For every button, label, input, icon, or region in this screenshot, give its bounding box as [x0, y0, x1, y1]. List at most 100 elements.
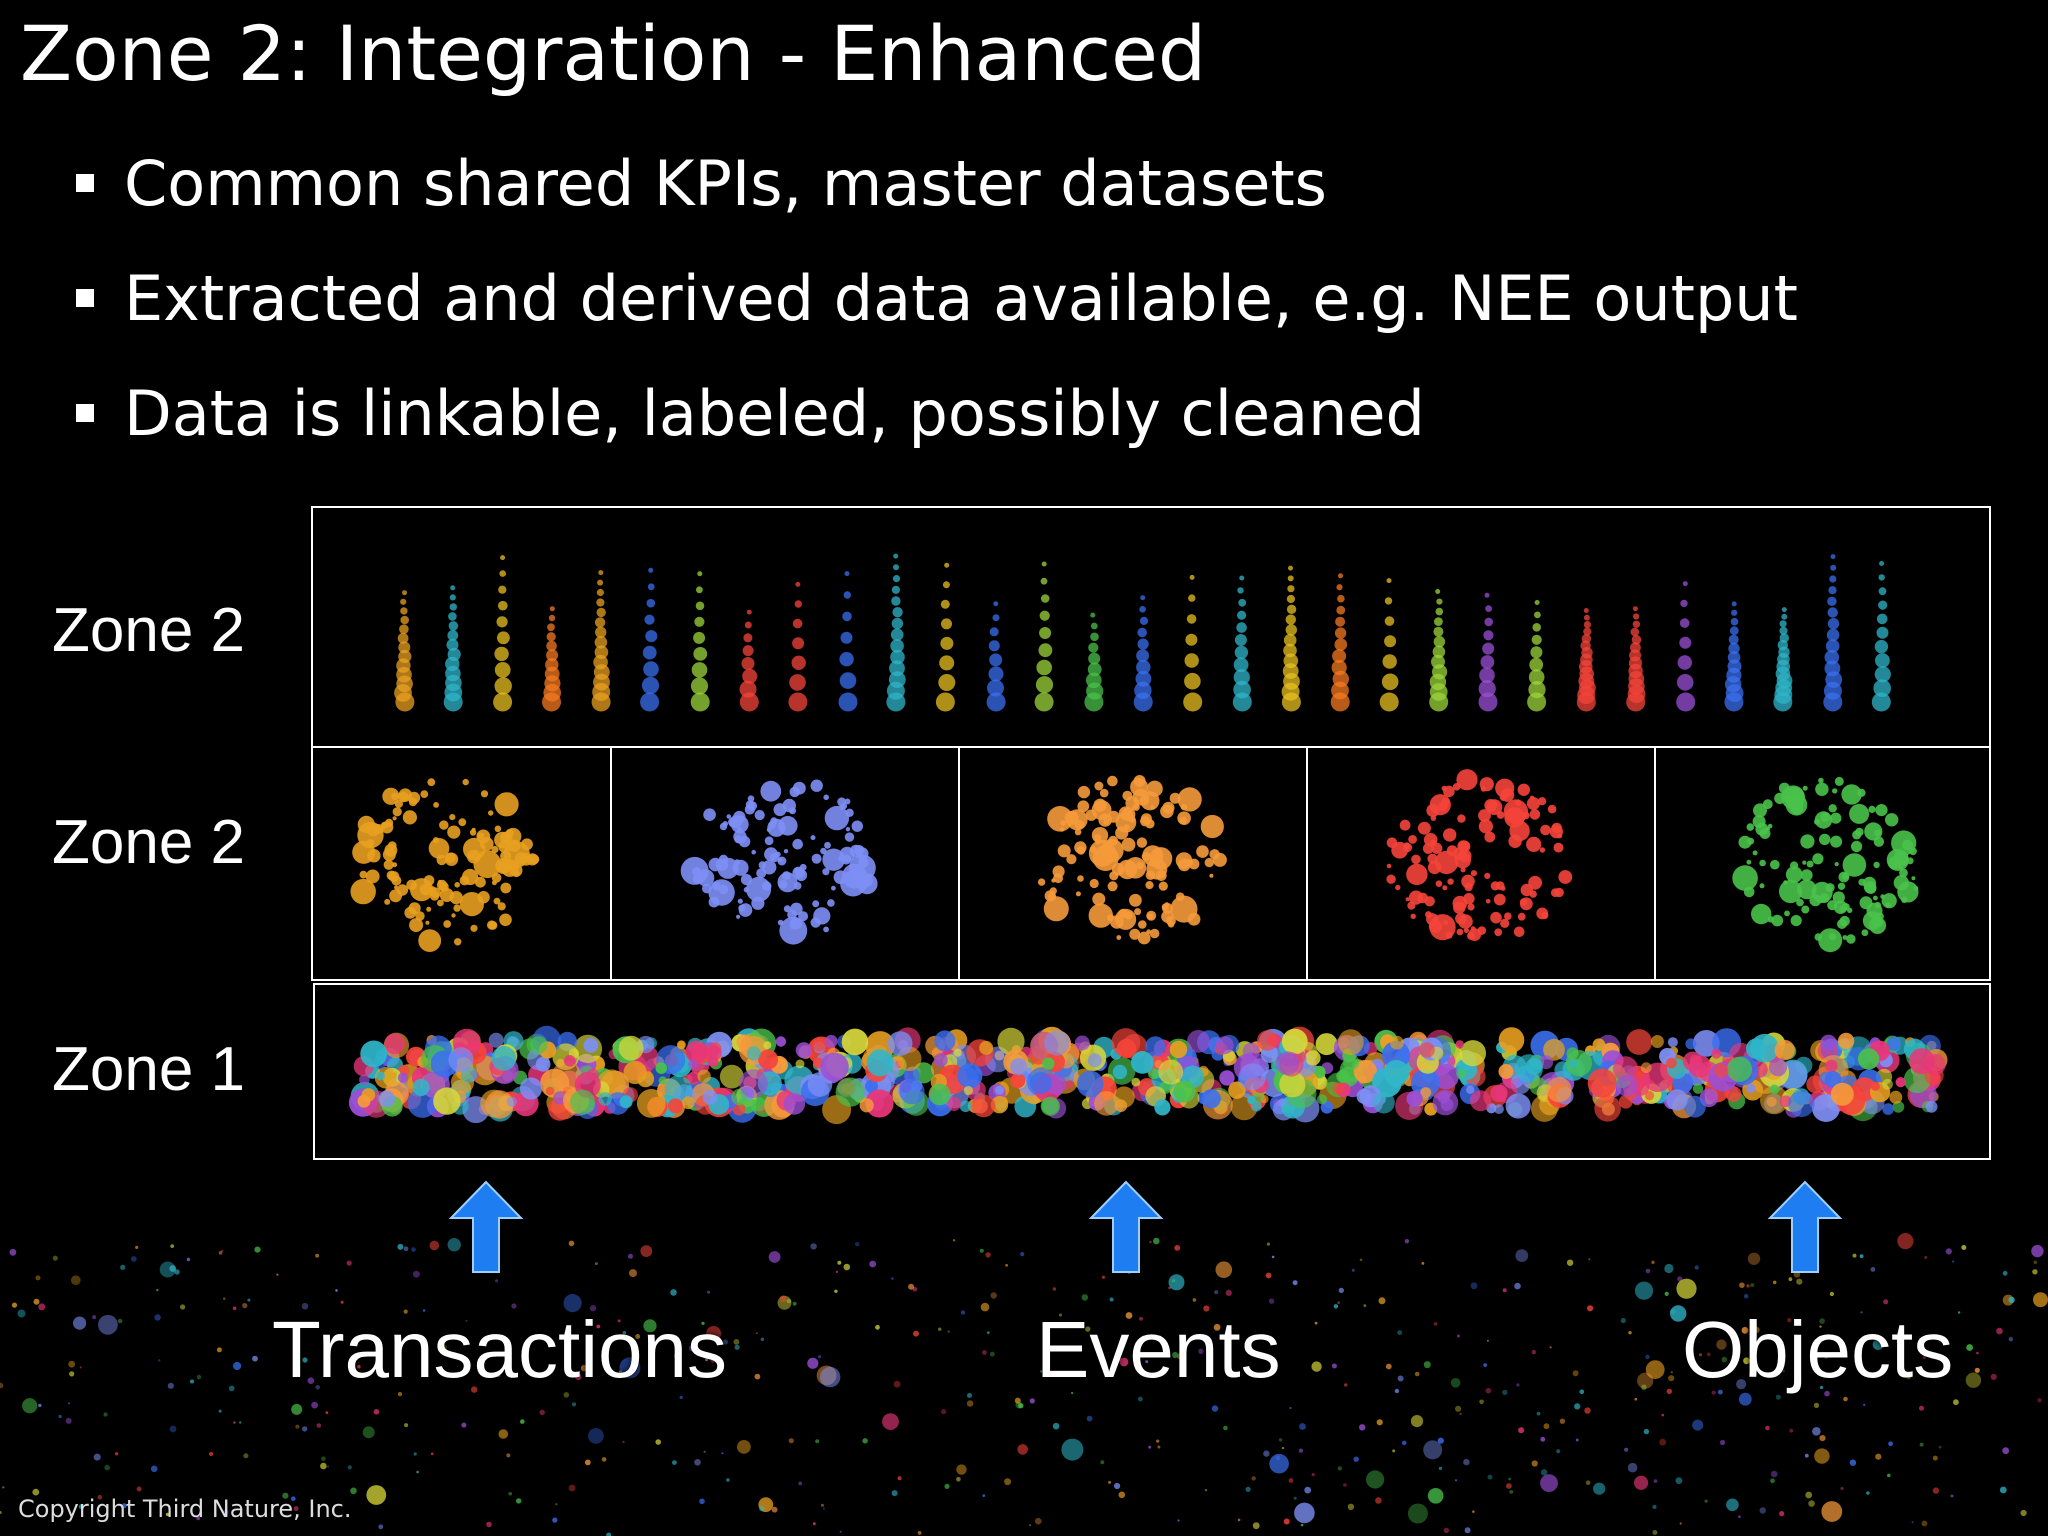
background-dot — [295, 1424, 300, 1429]
cluster-dot — [1146, 913, 1154, 920]
band-dot — [1889, 1090, 1903, 1104]
cluster-dot — [1513, 926, 1525, 938]
background-dot — [1139, 1316, 1143, 1321]
column-dot — [693, 631, 706, 644]
column-dot — [743, 633, 753, 643]
background-dot — [495, 1279, 499, 1283]
background-dot — [1645, 1354, 1650, 1360]
background-dot — [1353, 1456, 1359, 1462]
band-dot — [1498, 1064, 1514, 1079]
background-dot — [862, 1438, 868, 1444]
background-dot — [589, 1305, 597, 1312]
column-dot — [1281, 692, 1301, 712]
band-dot — [619, 1095, 633, 1109]
cluster-dot — [1551, 822, 1562, 834]
cluster-dot — [1865, 882, 1877, 894]
cluster-dot — [1427, 853, 1438, 864]
cluster-dot — [1778, 782, 1790, 794]
band-dot — [1684, 1095, 1706, 1118]
band-dot — [1440, 1098, 1454, 1112]
column-dot — [842, 611, 852, 622]
background-dot — [1593, 1482, 1606, 1495]
source-label-objects: Objects — [1682, 1305, 1954, 1394]
cluster-dot — [521, 838, 533, 851]
column-dot — [643, 661, 659, 677]
cluster-dot — [1158, 881, 1168, 891]
background-dot — [1392, 1449, 1396, 1453]
column-dot — [690, 677, 709, 695]
cluster-dot — [1494, 928, 1503, 937]
cluster-dot — [732, 859, 749, 876]
column-dot — [993, 601, 999, 607]
background-dot — [1919, 1405, 1924, 1411]
cluster-dot — [1103, 818, 1110, 825]
background-dot — [1781, 1369, 1785, 1373]
cluster-dot — [1066, 809, 1088, 831]
column-dot — [1773, 692, 1793, 712]
cluster-dot — [420, 883, 432, 896]
background-dot — [1433, 1322, 1438, 1326]
column-dot — [1482, 642, 1495, 655]
column-dot — [987, 679, 1004, 697]
band-dot — [959, 1100, 972, 1113]
band-dot — [677, 1040, 686, 1050]
background-dot — [1035, 1517, 1042, 1525]
background-dot — [670, 1289, 677, 1296]
column-dot — [840, 631, 853, 644]
column-dot — [1527, 692, 1547, 712]
cluster-dot — [692, 867, 702, 877]
background-dot — [97, 1494, 103, 1500]
cluster-dot — [764, 836, 774, 846]
cluster-dot — [1828, 804, 1837, 813]
background-dot — [422, 1309, 426, 1312]
cluster-dot — [1478, 819, 1493, 834]
band-dot — [736, 1034, 752, 1050]
background-dot — [239, 1421, 242, 1424]
background-dot — [1437, 1437, 1444, 1444]
column-dot — [549, 606, 555, 612]
cluster-dot — [1517, 912, 1526, 921]
cluster-dot — [1911, 876, 1916, 881]
background-dot — [1645, 1268, 1651, 1274]
background-dot — [843, 1263, 851, 1271]
band-dot — [1892, 1100, 1905, 1113]
background-dot — [411, 1247, 416, 1252]
column-dot — [1237, 587, 1244, 594]
background-dot — [1108, 1480, 1112, 1484]
cluster-dot — [1395, 884, 1401, 891]
band-dot — [1470, 1090, 1492, 1112]
background-dot — [1225, 1289, 1232, 1296]
background-dot — [733, 1339, 740, 1345]
background-dot — [893, 1380, 901, 1388]
background-dot — [1958, 1311, 1961, 1314]
background-dot — [1172, 1279, 1176, 1283]
background-dot — [430, 1452, 434, 1456]
band-dot — [1390, 1035, 1404, 1050]
column-dot — [1336, 605, 1346, 615]
background-dot — [1721, 1356, 1728, 1363]
column-dot — [892, 607, 903, 618]
background-dot — [1052, 1422, 1060, 1430]
band-dot — [1837, 1032, 1855, 1050]
column-dot — [646, 598, 656, 608]
cluster-dot — [1118, 908, 1128, 919]
cluster-dot — [1446, 845, 1458, 856]
cluster-dot — [1160, 804, 1174, 819]
band-dot — [1247, 1095, 1256, 1105]
background-dot — [1852, 1253, 1857, 1258]
background-dot — [471, 1386, 478, 1393]
band-dot — [1746, 1083, 1756, 1094]
band-dot — [739, 1069, 768, 1099]
column-dot — [1676, 674, 1694, 691]
background-dot — [882, 1413, 899, 1430]
column-dot — [886, 692, 906, 712]
band-dot — [719, 1064, 744, 1089]
column-dot — [642, 645, 657, 660]
background-dot — [1508, 1477, 1512, 1481]
background-dot — [1824, 1390, 1830, 1397]
column-dot — [493, 692, 513, 712]
column-dot — [548, 614, 556, 622]
band-dot — [1242, 1042, 1260, 1060]
background-dot — [1775, 1394, 1781, 1400]
cluster-dot — [1057, 844, 1071, 858]
